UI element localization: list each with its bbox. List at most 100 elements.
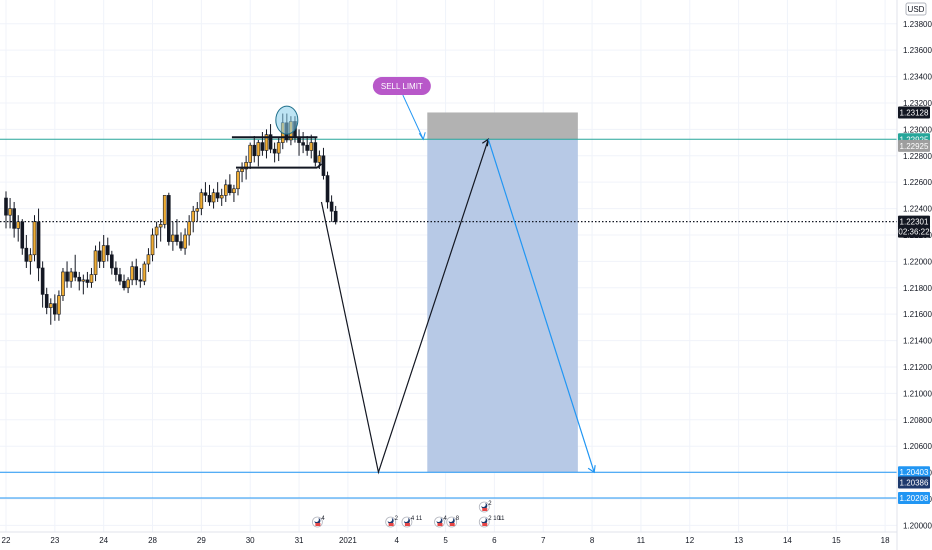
candle-body[interactable] <box>240 168 244 172</box>
candle-body[interactable] <box>146 254 151 265</box>
candle-body[interactable] <box>12 208 16 229</box>
candle-body[interactable] <box>256 142 261 157</box>
stop-loss-zone[interactable] <box>427 112 578 140</box>
candle-body[interactable] <box>167 195 171 242</box>
candle-body[interactable] <box>268 134 273 150</box>
candle-body[interactable] <box>207 195 212 203</box>
candle-body[interactable] <box>195 208 200 212</box>
candle-body[interactable] <box>309 142 314 151</box>
currency-badge[interactable] <box>905 2 927 16</box>
candle-body[interactable] <box>24 247 29 262</box>
candle-body[interactable] <box>57 295 61 315</box>
resistance-line-hook[interactable] <box>316 162 323 169</box>
candle-body[interactable] <box>301 142 305 146</box>
candle-body[interactable] <box>252 144 257 157</box>
economic-event[interactable]: 2 <box>478 501 492 513</box>
candle-body[interactable] <box>187 221 191 236</box>
candle-body[interactable] <box>264 134 269 151</box>
candle-body[interactable] <box>36 221 41 269</box>
candle-body[interactable] <box>73 271 77 278</box>
candle-body[interactable] <box>93 250 98 275</box>
economic-event[interactable]: 8 <box>446 516 460 528</box>
candles[interactable] <box>4 113 338 325</box>
candle-body[interactable] <box>211 192 216 203</box>
candle-body[interactable] <box>305 144 309 151</box>
economic-event[interactable]: 4 <box>434 516 447 528</box>
candle-body[interactable] <box>89 274 94 283</box>
zigzag-path[interactable] <box>320 139 489 475</box>
candle-body[interactable] <box>126 279 130 289</box>
candle-body[interactable] <box>8 208 12 216</box>
candle-body[interactable] <box>329 201 334 212</box>
candle-body[interactable] <box>232 188 236 194</box>
candle-body[interactable] <box>138 279 143 282</box>
candle-body[interactable] <box>248 144 252 163</box>
candle-body[interactable] <box>183 234 187 249</box>
candle-body[interactable] <box>134 266 139 281</box>
candle-body[interactable] <box>16 221 21 229</box>
candle-body[interactable] <box>272 148 277 154</box>
candle-body[interactable] <box>223 184 228 196</box>
candle-body[interactable] <box>313 142 318 163</box>
projection-arrow[interactable] <box>487 139 595 473</box>
candle-body[interactable] <box>130 266 134 281</box>
candle-body[interactable] <box>244 162 248 170</box>
take-profit-zone[interactable] <box>427 139 578 473</box>
candle-body[interactable] <box>325 175 330 203</box>
sell-limit-label-box[interactable] <box>372 77 431 96</box>
candle-body[interactable] <box>175 234 179 242</box>
candle-body[interactable] <box>44 294 49 308</box>
time-tick-label: 15 <box>832 536 841 545</box>
candle-body[interactable] <box>77 276 82 282</box>
candle-body[interactable] <box>105 245 110 256</box>
candle-body[interactable] <box>122 280 126 289</box>
candle-body[interactable] <box>53 303 57 315</box>
time-axis[interactable]: 22 23 24 28 29 30 31 2021 4 5 6 7 8 11 12 13 14 15 18 <box>2 536 891 545</box>
candle-body[interactable] <box>114 267 118 275</box>
candle-body[interactable] <box>158 224 163 228</box>
candle-body[interactable] <box>4 197 8 216</box>
economic-event[interactable]: 4 <box>311 516 325 528</box>
candle-body[interactable] <box>28 254 33 262</box>
candle-body[interactable] <box>32 221 37 256</box>
flag-stripe <box>404 523 410 526</box>
candle-body[interactable] <box>81 279 86 282</box>
economic-event[interactable]: 4 11 <box>401 516 423 528</box>
candle-body[interactable] <box>97 250 102 262</box>
drawings[interactable]: SELL LIMIT <box>231 77 596 475</box>
candle-body[interactable] <box>61 271 65 297</box>
candle-body[interactable] <box>118 274 122 282</box>
candle-body[interactable] <box>228 184 232 194</box>
economic-event[interactable]: 2 <box>385 516 399 528</box>
candle-body[interactable] <box>219 195 224 199</box>
candle-body[interactable] <box>85 279 90 283</box>
candle-body[interactable] <box>162 195 167 225</box>
candle-body[interactable] <box>276 142 281 154</box>
candle-body[interactable] <box>199 192 204 209</box>
candle-body[interactable] <box>65 271 69 282</box>
candle-body[interactable] <box>171 234 175 242</box>
candle-body[interactable] <box>179 241 183 249</box>
candle-body[interactable] <box>215 192 220 199</box>
candle-body[interactable] <box>110 254 114 269</box>
candle-body[interactable] <box>20 221 25 249</box>
candle-body[interactable] <box>191 210 196 223</box>
candle-body[interactable] <box>69 271 73 282</box>
candle-body[interactable] <box>150 234 155 256</box>
candle-body[interactable] <box>101 245 106 262</box>
candle-body[interactable] <box>333 210 338 223</box>
candle-body[interactable] <box>321 155 326 176</box>
candle-body[interactable] <box>203 192 208 196</box>
top-circle[interactable] <box>275 105 299 135</box>
candle-body[interactable] <box>142 263 147 282</box>
candle-body[interactable] <box>154 226 159 236</box>
candle-body[interactable] <box>317 155 322 163</box>
candle-body[interactable] <box>236 171 240 190</box>
candle-body[interactable] <box>40 267 45 295</box>
candle-body[interactable] <box>48 303 53 308</box>
candle-body[interactable] <box>260 142 265 151</box>
